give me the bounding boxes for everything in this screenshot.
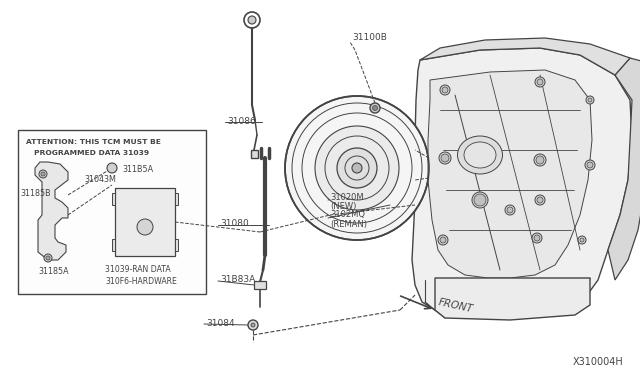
Ellipse shape bbox=[458, 136, 502, 174]
Bar bbox=[112, 239, 115, 251]
Circle shape bbox=[532, 233, 542, 243]
Text: 310F6-HARDWARE: 310F6-HARDWARE bbox=[105, 276, 177, 285]
Text: 31020M: 31020M bbox=[330, 192, 364, 202]
Polygon shape bbox=[35, 162, 68, 260]
Text: PROGRAMMED DATA 31039: PROGRAMMED DATA 31039 bbox=[34, 150, 149, 156]
Circle shape bbox=[439, 152, 451, 164]
Circle shape bbox=[588, 98, 592, 102]
Circle shape bbox=[352, 163, 362, 173]
Text: (REMAN): (REMAN) bbox=[330, 221, 367, 230]
Circle shape bbox=[534, 235, 540, 241]
Circle shape bbox=[440, 237, 446, 243]
Polygon shape bbox=[608, 58, 640, 280]
Circle shape bbox=[472, 192, 488, 208]
Text: 31043M: 31043M bbox=[84, 176, 116, 185]
Circle shape bbox=[505, 205, 515, 215]
Text: 31100B: 31100B bbox=[352, 33, 387, 42]
Circle shape bbox=[372, 106, 378, 110]
Polygon shape bbox=[428, 70, 592, 278]
Text: 31080: 31080 bbox=[220, 219, 249, 228]
Circle shape bbox=[440, 85, 450, 95]
Circle shape bbox=[438, 235, 448, 245]
Circle shape bbox=[285, 96, 429, 240]
Circle shape bbox=[586, 96, 594, 104]
Circle shape bbox=[248, 16, 256, 24]
Circle shape bbox=[537, 197, 543, 203]
Text: 3102MQ: 3102MQ bbox=[330, 211, 365, 219]
Ellipse shape bbox=[464, 142, 496, 168]
Circle shape bbox=[41, 172, 45, 176]
Circle shape bbox=[537, 79, 543, 85]
Text: 31084: 31084 bbox=[206, 318, 235, 327]
Text: 311B5A: 311B5A bbox=[122, 164, 153, 173]
Text: 31185B: 31185B bbox=[20, 189, 51, 198]
Circle shape bbox=[46, 256, 50, 260]
Circle shape bbox=[580, 238, 584, 242]
Circle shape bbox=[578, 236, 586, 244]
Bar bbox=[18, 130, 206, 294]
Circle shape bbox=[585, 160, 595, 170]
Bar bbox=[115, 188, 175, 256]
Circle shape bbox=[474, 194, 486, 206]
Text: 31039-RAN DATA: 31039-RAN DATA bbox=[105, 264, 171, 273]
Text: 31B83A: 31B83A bbox=[220, 276, 255, 285]
Circle shape bbox=[536, 156, 544, 164]
Circle shape bbox=[315, 126, 399, 210]
Circle shape bbox=[44, 254, 52, 262]
Circle shape bbox=[39, 170, 47, 178]
Text: 31185A: 31185A bbox=[38, 267, 68, 276]
Circle shape bbox=[535, 77, 545, 87]
Bar bbox=[251, 150, 258, 158]
Text: FRONT: FRONT bbox=[437, 298, 474, 315]
Bar bbox=[112, 193, 115, 205]
Bar bbox=[254, 281, 266, 289]
Bar bbox=[175, 193, 178, 205]
Bar bbox=[175, 239, 178, 251]
Circle shape bbox=[441, 154, 449, 162]
Polygon shape bbox=[412, 48, 632, 318]
Polygon shape bbox=[435, 278, 590, 320]
Circle shape bbox=[442, 87, 448, 93]
Circle shape bbox=[587, 162, 593, 168]
Text: ATTENTION: THIS TCM MUST BE: ATTENTION: THIS TCM MUST BE bbox=[26, 139, 161, 145]
Circle shape bbox=[251, 323, 255, 327]
Polygon shape bbox=[420, 38, 630, 75]
Circle shape bbox=[337, 148, 377, 188]
Text: (NEW): (NEW) bbox=[330, 202, 356, 212]
Text: X310004H: X310004H bbox=[572, 357, 623, 367]
Circle shape bbox=[370, 103, 380, 113]
Circle shape bbox=[534, 154, 546, 166]
Circle shape bbox=[137, 219, 153, 235]
Circle shape bbox=[535, 195, 545, 205]
Circle shape bbox=[507, 207, 513, 213]
Circle shape bbox=[248, 320, 258, 330]
Text: 31086: 31086 bbox=[227, 116, 256, 125]
Circle shape bbox=[107, 163, 117, 173]
